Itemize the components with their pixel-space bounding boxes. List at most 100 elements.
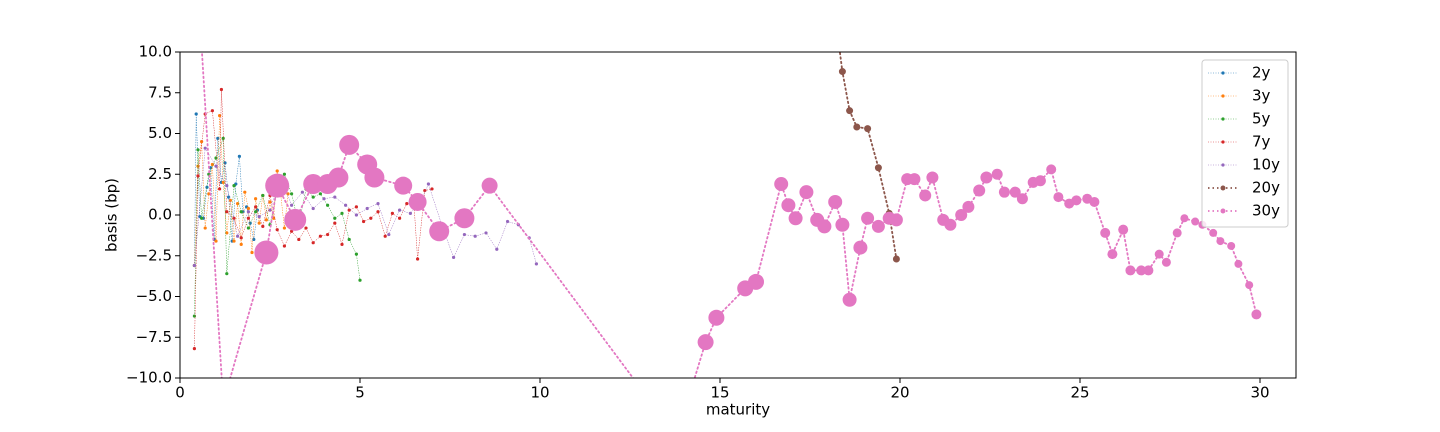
data-point — [225, 210, 229, 214]
data-point — [265, 173, 290, 198]
x-tick-label: 5 — [355, 384, 365, 402]
data-point — [243, 190, 247, 194]
data-point — [214, 164, 218, 168]
data-point — [216, 136, 220, 140]
data-point — [326, 203, 330, 207]
data-point — [892, 255, 900, 263]
data-point — [430, 187, 434, 191]
data-point — [246, 216, 250, 220]
data-point — [926, 171, 939, 184]
data-point — [889, 213, 903, 227]
data-point — [376, 201, 380, 206]
x-tick-label: 10 — [530, 384, 549, 402]
data-point — [225, 272, 229, 276]
data-point — [354, 252, 358, 256]
data-point — [257, 215, 261, 219]
legend-marker — [1221, 163, 1225, 167]
data-point — [250, 250, 254, 255]
data-point — [246, 210, 250, 214]
data-point — [408, 192, 427, 211]
x-axis-label: maturity — [706, 401, 770, 419]
data-point — [781, 198, 796, 213]
data-point — [1016, 193, 1028, 205]
y-tick-label: 0.0 — [148, 206, 172, 224]
data-point — [237, 154, 241, 158]
data-point — [838, 68, 846, 76]
data-point — [828, 194, 843, 209]
data-point — [192, 263, 196, 268]
data-point — [200, 216, 204, 220]
data-point — [246, 226, 250, 230]
data-point — [1034, 175, 1046, 187]
data-point — [210, 162, 214, 167]
data-point — [1107, 249, 1118, 260]
data-point — [214, 239, 218, 243]
legend-label: 10y — [1252, 156, 1280, 174]
data-point — [853, 240, 868, 255]
data-point — [495, 247, 499, 251]
legend-marker — [1220, 208, 1226, 214]
data-point — [405, 201, 409, 206]
data-point — [347, 237, 351, 242]
data-point — [462, 232, 466, 237]
data-point — [239, 236, 243, 240]
data-point — [219, 87, 223, 92]
data-point — [908, 173, 921, 186]
legend-marker — [1221, 117, 1225, 121]
data-point — [1191, 217, 1200, 226]
data-point — [817, 219, 832, 234]
data-point — [416, 257, 420, 261]
legend-label: 2y — [1252, 64, 1271, 82]
data-point — [196, 174, 200, 178]
series-line — [194, 89, 433, 349]
data-point — [1100, 227, 1111, 238]
data-point — [387, 232, 391, 237]
data-point — [282, 172, 286, 176]
data-point — [1089, 196, 1100, 207]
legend: 2y 3y 5y 7y 10y 20y 30y — [1201, 59, 1289, 228]
data-point — [423, 188, 427, 193]
data-point — [340, 211, 344, 215]
legend-marker — [1221, 71, 1225, 75]
data-point — [207, 192, 211, 196]
legend-label: 20y — [1252, 179, 1280, 197]
data-point — [205, 185, 209, 189]
data-point — [534, 262, 539, 266]
data-point — [333, 195, 337, 199]
y-tick-label: 5.0 — [148, 124, 172, 142]
data-point — [398, 208, 402, 212]
y-tick-label: −10.0 — [126, 369, 172, 387]
data-point — [1234, 259, 1243, 268]
data-point — [236, 234, 240, 238]
data-point — [1071, 195, 1082, 206]
data-point — [1125, 265, 1136, 276]
data-point — [203, 146, 207, 150]
data-point — [1251, 309, 1262, 320]
data-point — [311, 206, 315, 211]
data-point — [774, 177, 789, 192]
data-point — [227, 195, 231, 199]
data-point — [748, 273, 764, 290]
data-point — [408, 211, 412, 215]
data-point — [991, 168, 1003, 180]
data-point — [344, 203, 348, 207]
data-point — [1118, 224, 1129, 235]
data-point — [358, 278, 362, 282]
data-point — [275, 228, 279, 232]
data-point — [383, 234, 387, 238]
x-tick-label: 25 — [1070, 384, 1089, 402]
data-point — [1227, 241, 1236, 250]
x-tick-label: 20 — [890, 384, 909, 402]
data-point — [955, 209, 968, 221]
data-point — [311, 195, 315, 199]
data-point — [697, 334, 714, 351]
data-point — [864, 125, 872, 133]
legend-box — [1201, 59, 1289, 228]
series-line — [838, 52, 898, 260]
data-point — [239, 210, 243, 214]
data-point — [376, 210, 380, 214]
data-point — [210, 109, 214, 113]
data-point — [328, 167, 349, 188]
